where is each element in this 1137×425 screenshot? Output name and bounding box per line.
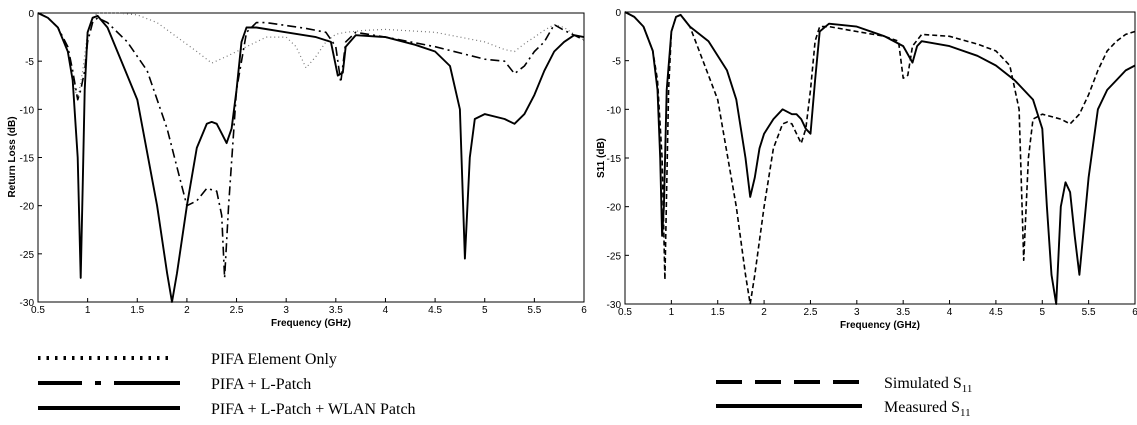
y-tick-label: 0 bbox=[615, 8, 621, 19]
series-group-left bbox=[37, 12, 585, 303]
y-tick-label: -10 bbox=[20, 105, 35, 116]
legend-label-wlan: PIFA + L-Patch + WLAN Patch bbox=[211, 401, 416, 418]
legend-label-measured: Measured S11 bbox=[884, 399, 971, 419]
legend-left: PIFA Element Only PIFA + L-Patch PIFA + … bbox=[38, 351, 416, 418]
x-tick-label: 5.5 bbox=[527, 305, 541, 316]
y-tick-label: -30 bbox=[20, 298, 35, 309]
x-tick-label: 4 bbox=[947, 307, 953, 318]
x-tick-label: 4 bbox=[383, 305, 389, 316]
y-tick-label: -5 bbox=[25, 57, 34, 68]
x-tick-label: 4.5 bbox=[428, 305, 442, 316]
series-group-right bbox=[624, 11, 1136, 305]
x-axis-label-left: Frequency (GHz) bbox=[271, 318, 351, 329]
x-tick-label: 1.5 bbox=[130, 305, 144, 316]
x-tick-label: 3.5 bbox=[896, 307, 910, 318]
y-tick-label: -20 bbox=[607, 203, 622, 214]
y-tick-label: -30 bbox=[607, 300, 622, 311]
y-tick-label: -15 bbox=[20, 154, 35, 165]
x-tick-label: 5 bbox=[482, 305, 488, 316]
x-tick-label: 6 bbox=[581, 305, 587, 316]
y-tick-label: -20 bbox=[20, 202, 35, 213]
x-axis-label-right: Frequency (GHz) bbox=[840, 320, 920, 331]
x-tick-label: 3.5 bbox=[329, 305, 343, 316]
y-tick-label: -15 bbox=[607, 154, 622, 165]
series-line-dotted bbox=[37, 12, 585, 101]
x-tick-label: 1 bbox=[85, 305, 91, 316]
x-tick-label: 2 bbox=[761, 307, 767, 318]
x-tick-label: 1 bbox=[669, 307, 675, 318]
x-tick-label: 2.5 bbox=[230, 305, 244, 316]
tick-group-right: 0.5 1 1.5 2 2.5 3 3.5 4 4.5 5 5.5 6 0 -5 -10 -15 -20 -25 -… bbox=[607, 8, 1137, 318]
chart-left: 0.5 1 1.5 2 2.5 3 3.5 4 4.5 5 5.5 6 0 -5 -10 -15 -20 -25 -… bbox=[7, 9, 587, 329]
y-tick-label: -25 bbox=[20, 250, 35, 261]
series-line-solid bbox=[624, 11, 1136, 305]
x-tick-label: 3 bbox=[854, 307, 860, 318]
x-tick-label: 5 bbox=[1039, 307, 1045, 318]
y-tick-label: -25 bbox=[607, 251, 622, 262]
y-tick-label: 0 bbox=[28, 9, 34, 20]
chart-right: 0.5 1 1.5 2 2.5 3 3.5 4 4.5 5 5.5 6 0 -5 -10 -15 -20 -25 -… bbox=[596, 8, 1137, 331]
y-axis-label-left: Return Loss (dB) bbox=[7, 116, 18, 197]
tick-group-left: 0.5 1 1.5 2 2.5 3 3.5 4 4.5 5 5.5 6 0 -5 -10 -15 -20 -25 -… bbox=[20, 9, 588, 316]
legend-label-l-patch: PIFA + L-Patch bbox=[211, 376, 311, 393]
x-tick-label: 5.5 bbox=[1082, 307, 1096, 318]
series-line-dash-dot bbox=[37, 12, 585, 279]
x-tick-label: 2 bbox=[184, 305, 190, 316]
y-tick-label: -10 bbox=[607, 105, 622, 116]
x-tick-label: 1.5 bbox=[711, 307, 725, 318]
series-line-solid bbox=[37, 12, 585, 303]
legend-label-simulated: Simulated S11 bbox=[884, 375, 972, 395]
x-tick-label: 0.5 bbox=[618, 307, 632, 318]
x-tick-label: 6 bbox=[1132, 307, 1137, 318]
x-tick-label: 2.5 bbox=[804, 307, 818, 318]
y-axis-label-right: S11 (dB) bbox=[596, 138, 607, 178]
y-tick-label: -5 bbox=[612, 57, 621, 68]
x-tick-label: 3 bbox=[283, 305, 289, 316]
x-tick-label: 4.5 bbox=[989, 307, 1003, 318]
legend-right: Simulated S11 Measured S11 bbox=[716, 375, 972, 419]
x-tick-label: 0.5 bbox=[31, 305, 45, 316]
legend-label-pifa-only: PIFA Element Only bbox=[211, 351, 337, 368]
